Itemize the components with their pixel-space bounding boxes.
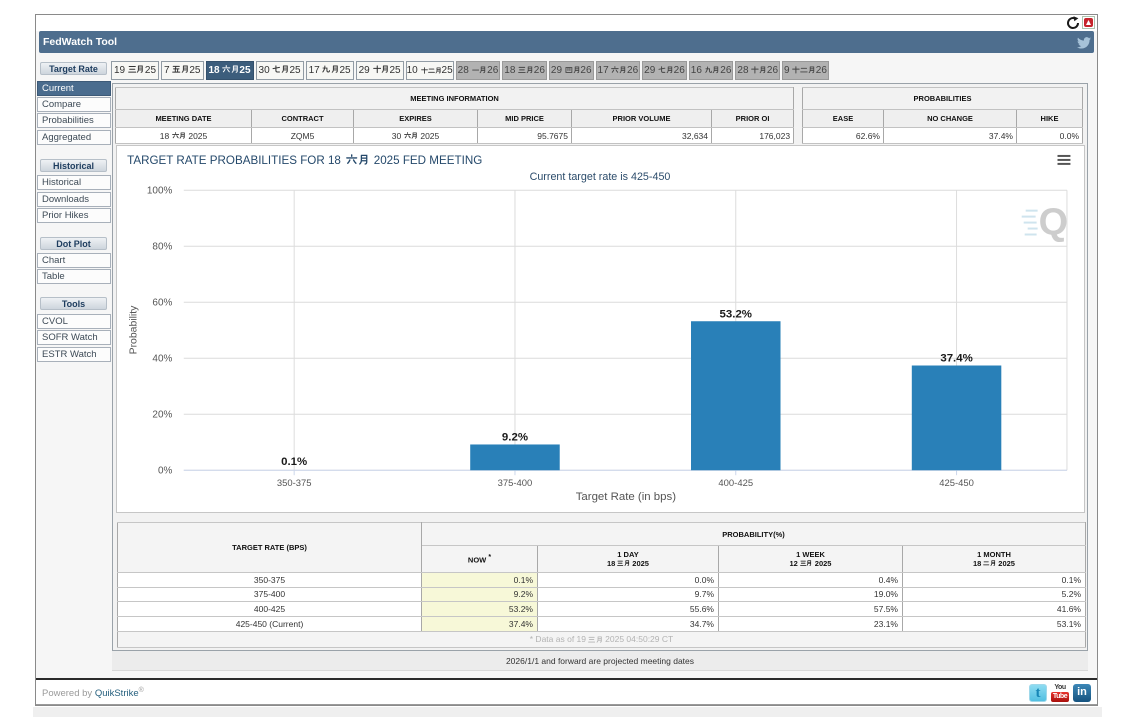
svg-text:20%: 20% — [152, 410, 172, 421]
svg-text:37.4%: 37.4% — [940, 353, 972, 365]
svg-text:0.1%: 0.1% — [281, 456, 307, 468]
svg-text:Current target rate is 425-450: Current target rate is 425-450 — [530, 171, 671, 183]
svg-text:400-425: 400-425 — [718, 478, 753, 489]
svg-text:375-400: 375-400 — [498, 478, 533, 489]
svg-text:100%: 100% — [147, 186, 173, 197]
svg-text:53.2%: 53.2% — [720, 308, 752, 320]
svg-text:Probability: Probability — [129, 305, 140, 355]
svg-text:0%: 0% — [158, 466, 173, 477]
svg-text:9.2%: 9.2% — [502, 431, 528, 443]
svg-text:Target Rate (in bps): Target Rate (in bps) — [576, 491, 676, 503]
svg-text:40%: 40% — [152, 354, 172, 365]
svg-text:TARGET RATE PROBABILITIES FOR: TARGET RATE PROBABILITIES FOR 18 — [127, 154, 341, 167]
svg-text:80%: 80% — [152, 242, 172, 253]
svg-text:2025 FED MEETING: 2025 FED MEETING — [374, 154, 483, 167]
svg-text:350-375: 350-375 — [277, 478, 312, 489]
svg-text:Q: Q — [1039, 202, 1068, 244]
svg-text:425-450: 425-450 — [939, 478, 974, 489]
svg-text:60%: 60% — [152, 298, 172, 309]
